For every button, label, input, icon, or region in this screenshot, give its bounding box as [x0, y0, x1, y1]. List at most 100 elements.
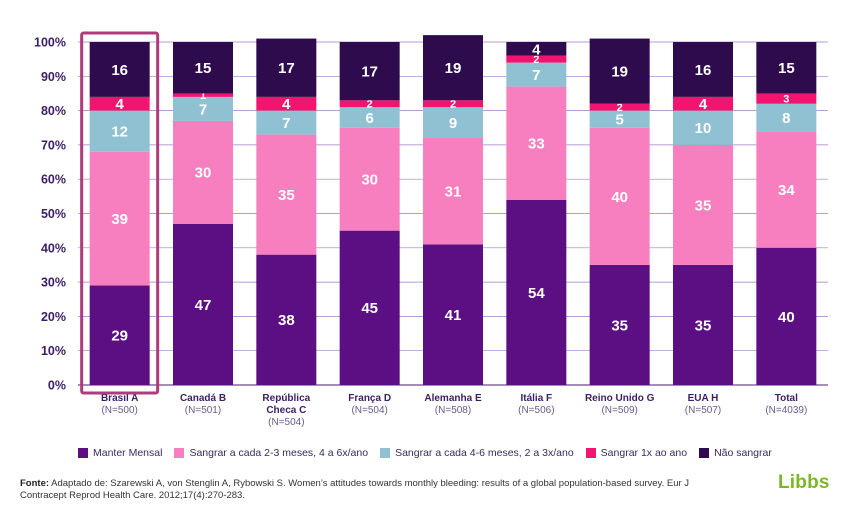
data-label: 47: [195, 297, 212, 314]
data-label: 54: [528, 285, 545, 302]
data-label: 7: [282, 115, 290, 132]
data-label: 35: [278, 187, 295, 204]
bar-segment: [423, 138, 483, 245]
data-label: 16: [695, 62, 712, 79]
bar-segment: [256, 96, 317, 111]
x-category-label: Total: [775, 393, 798, 404]
bar-segment: [756, 42, 817, 94]
y-tick-label: 0%: [48, 379, 66, 393]
legend-label: Sangrar a cada 2-3 meses, 4 a 6x/ano: [189, 447, 369, 459]
bar-segment: [673, 264, 733, 385]
y-tick-label: 50%: [41, 207, 66, 221]
bar-segment: [256, 38, 317, 97]
data-label: 35: [611, 317, 628, 334]
bar-segment: [589, 264, 650, 385]
data-label: 6: [365, 110, 373, 127]
bar-segment: [673, 42, 733, 97]
data-label: 30: [361, 172, 378, 189]
data-label: 40: [611, 189, 628, 206]
data-label: 16: [111, 62, 128, 79]
bar-segment: [423, 35, 483, 101]
data-label: 2: [367, 99, 373, 111]
data-label: 33: [528, 136, 545, 153]
x-category-n: (N=506): [518, 405, 554, 416]
y-tick-label: 10%: [41, 344, 66, 358]
bar-segment: [339, 42, 400, 101]
legend-swatch: [174, 448, 185, 458]
x-category-n: (N=508): [435, 405, 471, 416]
legend-item: Sangrar a cada 2-3 meses, 4 a 6x/ano: [174, 447, 368, 459]
bar-segment: [423, 100, 483, 108]
bar-segment: [89, 285, 150, 385]
x-category-label: Itália F: [520, 393, 552, 404]
data-label: 31: [445, 184, 462, 201]
bar-segment: [756, 93, 817, 104]
bar-segment: [423, 107, 483, 139]
legend-item: Sangrar 1x ao ano: [585, 447, 687, 459]
data-label: 3: [783, 94, 789, 106]
legend-item: Não sangrar: [699, 447, 772, 459]
y-tick-label: 90%: [41, 70, 66, 84]
bar-segment: [756, 103, 817, 132]
data-label: 4: [282, 96, 291, 113]
x-category-label: Checa C: [266, 405, 306, 416]
data-label: 19: [445, 60, 462, 77]
source-label: Fonte:: [20, 478, 50, 489]
data-label: 15: [195, 60, 212, 77]
bar-segment: [673, 144, 733, 265]
y-tick-label: 30%: [41, 276, 66, 290]
data-label: 39: [111, 211, 128, 228]
bar-segment: [506, 86, 567, 200]
x-category-label: República: [262, 393, 310, 404]
data-label: 2: [533, 54, 539, 66]
data-label: 10: [695, 120, 712, 137]
bar-segment: [673, 110, 733, 145]
bar-segment: [89, 151, 150, 286]
legend-swatch: [585, 448, 596, 458]
chart-legend: Manter Mensal Sangrar a cada 2-3 meses, 4…: [78, 447, 784, 459]
bar-segment: [589, 103, 650, 111]
legend-label: Não sangrar: [714, 447, 772, 459]
source-text: Adaptado de: Szarewski A, von Stenglin A…: [20, 478, 690, 501]
bar-segment: [589, 127, 650, 265]
legend-label: Sangrar a cada 4-6 meses, 2 a 3x/ano: [395, 447, 574, 459]
x-category-label: EUA H: [688, 393, 719, 404]
data-label: 29: [111, 328, 128, 345]
data-label: 7: [199, 101, 207, 118]
libbs-logo: Libbs: [778, 472, 830, 493]
stacked-bar-chart: 0%10%20%30%40%50%60%70%80%90%100%2939124…: [34, 31, 828, 428]
bar-segment: [506, 55, 567, 63]
data-label: 35: [695, 317, 712, 334]
data-label: 5: [615, 112, 623, 129]
legend-swatch: [380, 448, 391, 458]
data-label: 19: [611, 64, 628, 81]
bar-segment: [173, 96, 233, 121]
data-label: 15: [778, 60, 795, 77]
legend-swatch: [78, 448, 88, 458]
bar-segment: [256, 110, 317, 135]
y-tick-label: 70%: [41, 138, 66, 152]
x-category-n: (N=504): [351, 405, 387, 416]
data-label: 2: [617, 102, 623, 114]
bar-segment: [173, 93, 233, 97]
bar-segment: [506, 42, 567, 56]
x-category-n: (N=501): [185, 405, 221, 416]
bar-segment: [256, 254, 317, 385]
x-category-label: Canadá B: [180, 393, 226, 404]
x-category-n: (N=504): [268, 417, 304, 428]
data-label: 4: [115, 96, 124, 113]
y-tick-label: 60%: [41, 173, 66, 187]
data-label: 4: [699, 96, 708, 113]
data-label: 8: [782, 110, 790, 127]
bar-segment: [589, 38, 650, 104]
bar-segment: [89, 110, 150, 152]
bar-segment: [173, 42, 233, 94]
bar-segment: [339, 100, 400, 108]
x-category-n: (N=507): [685, 405, 721, 416]
data-label: 17: [361, 64, 378, 81]
data-label: 7: [532, 67, 540, 84]
x-category-label: Reino Unido G: [585, 393, 655, 404]
bar-segment: [506, 62, 567, 87]
x-category-n: (N=500): [101, 405, 137, 416]
source-citation: Fonte: Adaptado de: Szarewski A, von Ste…: [20, 478, 720, 501]
